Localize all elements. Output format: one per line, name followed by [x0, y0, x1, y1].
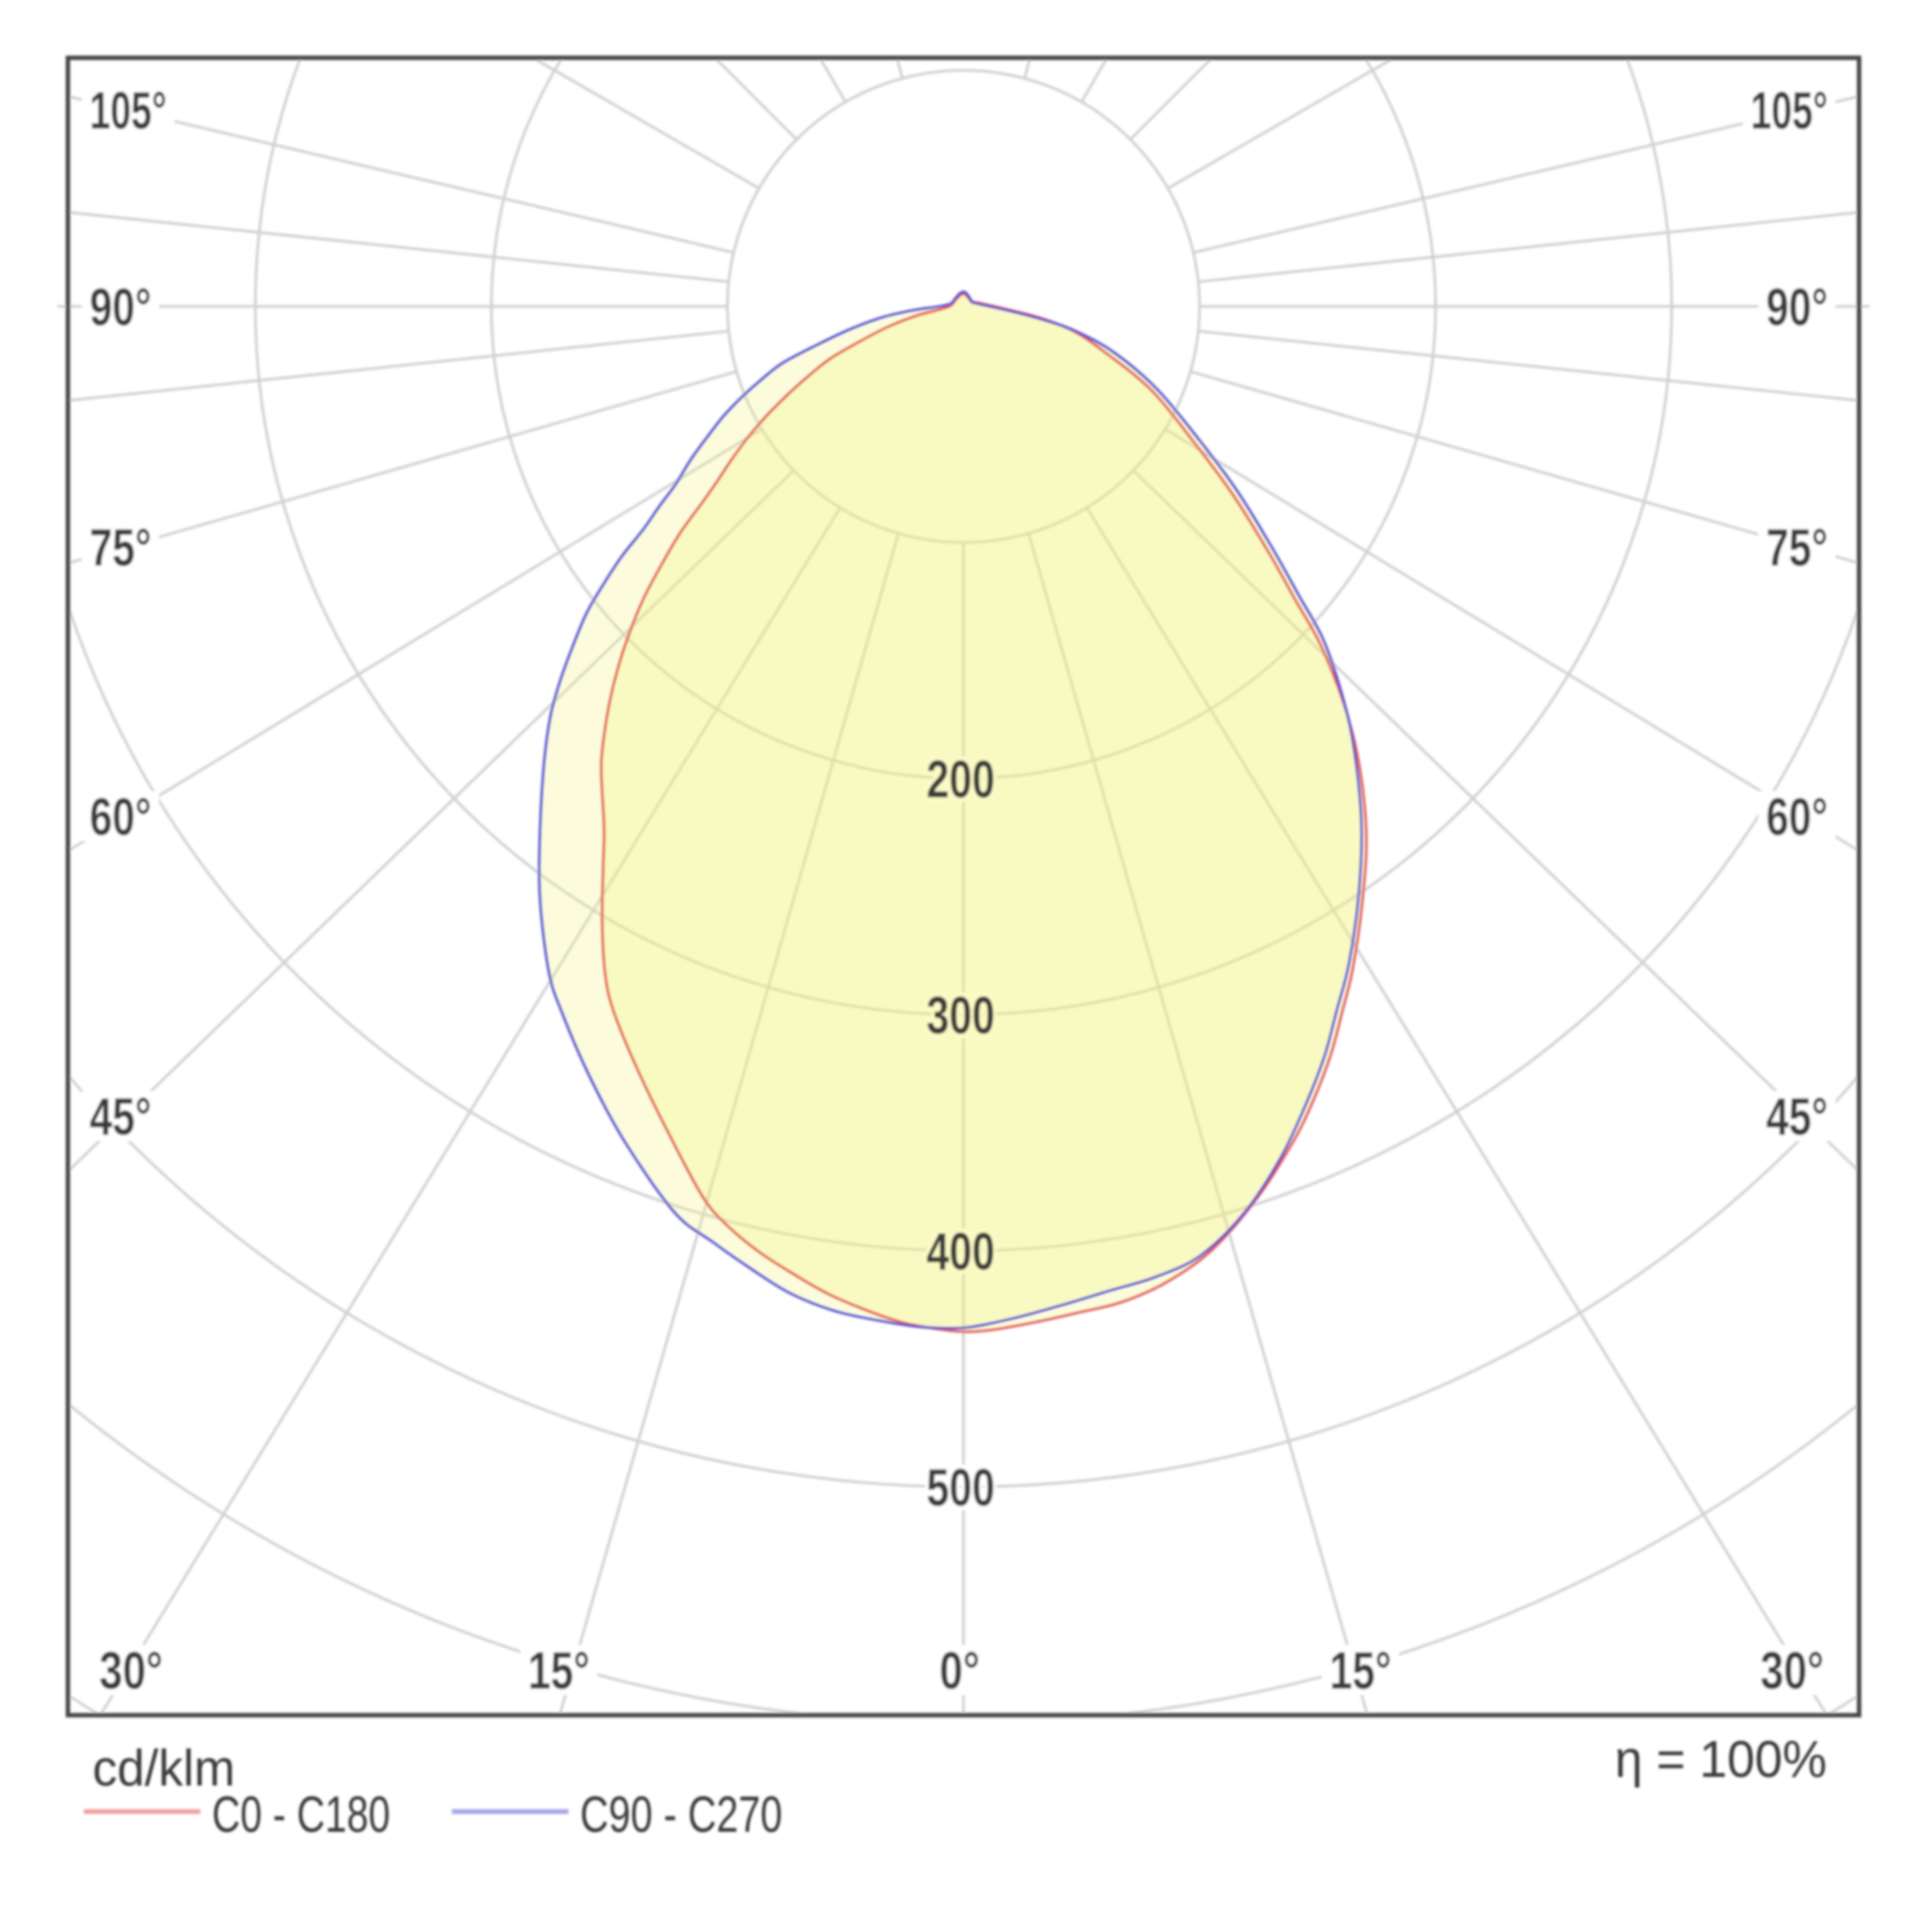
svg-text:400: 400: [927, 1222, 995, 1282]
svg-text:η = 100%: η = 100%: [1615, 1731, 1827, 1788]
svg-text:105°: 105°: [90, 80, 167, 140]
svg-text:75°: 75°: [90, 517, 151, 577]
svg-text:C90 - C270: C90 - C270: [580, 1786, 782, 1843]
svg-text:45°: 45°: [1766, 1087, 1828, 1147]
svg-text:105°: 105°: [1751, 80, 1828, 140]
svg-text:30°: 30°: [1760, 1641, 1824, 1701]
svg-text:30°: 30°: [99, 1641, 163, 1701]
svg-text:cd/klm: cd/klm: [92, 1740, 235, 1797]
svg-text:0°: 0°: [939, 1641, 980, 1701]
svg-text:300: 300: [927, 986, 995, 1045]
svg-text:90°: 90°: [90, 278, 151, 337]
svg-text:60°: 60°: [1766, 787, 1828, 847]
svg-text:500: 500: [927, 1458, 995, 1518]
svg-text:15°: 15°: [528, 1641, 590, 1701]
svg-text:200: 200: [927, 750, 995, 809]
svg-text:75°: 75°: [1766, 517, 1828, 577]
svg-text:90°: 90°: [1766, 278, 1828, 337]
svg-text:45°: 45°: [90, 1087, 151, 1147]
svg-text:C0 - C180: C0 - C180: [212, 1786, 390, 1843]
svg-text:15°: 15°: [1330, 1641, 1391, 1701]
svg-text:60°: 60°: [90, 787, 151, 847]
